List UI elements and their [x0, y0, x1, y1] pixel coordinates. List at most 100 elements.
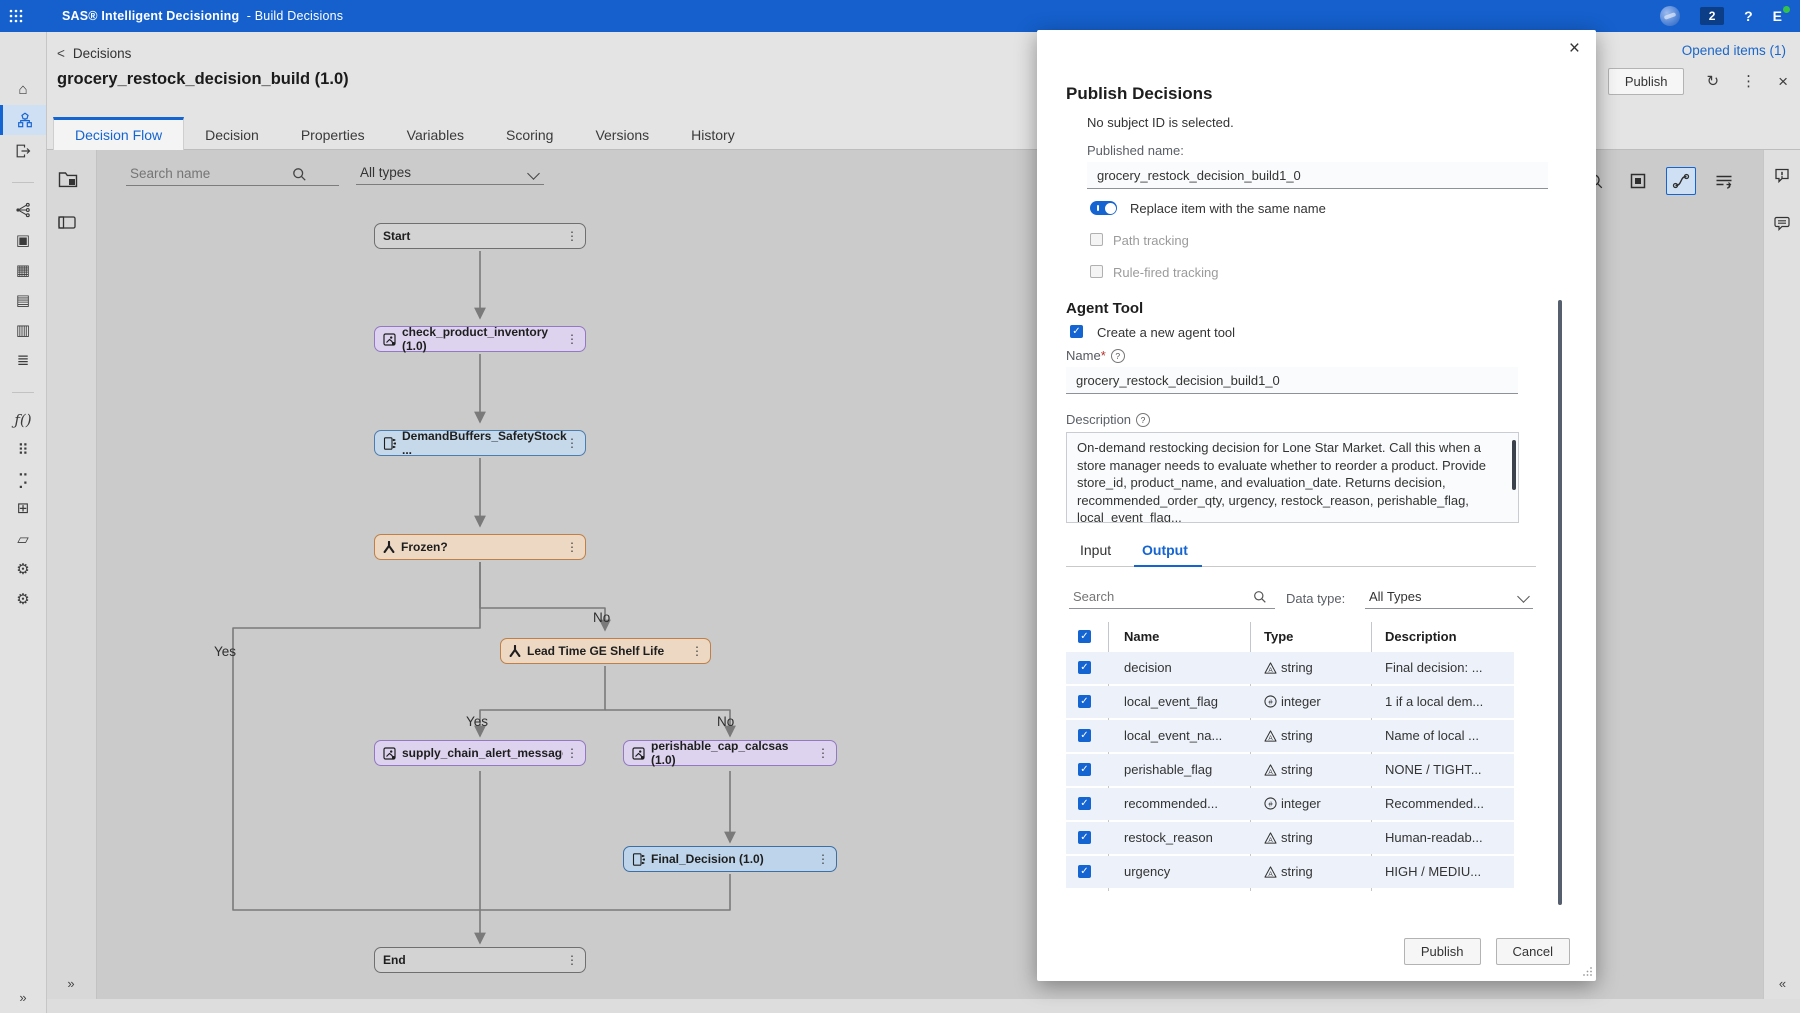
table-row[interactable]: ✓ recommended... # integer Recommended...: [1066, 788, 1514, 820]
path-tracking-checkbox[interactable]: [1090, 233, 1103, 246]
sidebar-item-data-tables[interactable]: ▦: [0, 255, 46, 285]
collapse-panel-chevrons[interactable]: »: [67, 976, 75, 991]
tab-input[interactable]: Input: [1080, 542, 1112, 558]
sidebar-item-lineage[interactable]: [0, 195, 46, 225]
sidebar-item-build-decisions[interactable]: [0, 105, 46, 135]
tab-versions[interactable]: Versions: [595, 127, 650, 143]
sidebar-item-export[interactable]: [0, 136, 46, 166]
flow-node-lead-time-branch[interactable]: Lead Time GE Shelf Life ⋮: [500, 638, 711, 664]
flow-node-final-decision[interactable]: Final_Decision (1.0) ⋮: [623, 846, 837, 872]
tab-properties[interactable]: Properties: [300, 127, 365, 143]
row-checkbox[interactable]: ✓: [1078, 729, 1091, 742]
description-textarea[interactable]: On-demand restocking decision for Lone S…: [1066, 432, 1519, 523]
row-checkbox[interactable]: ✓: [1078, 695, 1091, 708]
tab-scoring[interactable]: Scoring: [505, 127, 554, 143]
sas-logo-icon[interactable]: [1660, 6, 1681, 26]
flow-node-start[interactable]: Start ⋮: [374, 223, 586, 249]
node-menu-icon[interactable]: ⋮: [817, 746, 829, 760]
resize-handle[interactable]: [1583, 967, 1592, 978]
sidebar-item-functions[interactable]: ƒ(): [0, 405, 46, 435]
cancel-button[interactable]: Cancel: [1495, 938, 1570, 965]
select-all-checkbox[interactable]: ✓: [1078, 630, 1091, 643]
dialog-close-icon[interactable]: ×: [1568, 38, 1580, 59]
run-list-icon[interactable]: [1709, 167, 1739, 195]
flow-view-icon[interactable]: [1666, 167, 1696, 195]
flow-node-check-product-inventory[interactable]: check_product_inventory (1.0) ⋮: [374, 325, 586, 353]
panel-toggle-icon[interactable]: [58, 216, 76, 229]
sidebar-item-lookup-tables[interactable]: ≣: [0, 345, 46, 375]
sidebar-item-home[interactable]: ⌂: [0, 74, 46, 104]
replace-item-toggle[interactable]: [1090, 201, 1117, 215]
column-header-description[interactable]: Description: [1385, 629, 1457, 644]
flow-node-frozen-branch[interactable]: Frozen? ⋮: [374, 534, 586, 560]
type-filter-select[interactable]: All types: [356, 161, 544, 185]
sidebar-item-table-settings[interactable]: ⊞: [0, 493, 46, 523]
sidebar-item-variables[interactable]: ⠿: [0, 435, 46, 465]
row-checkbox[interactable]: ✓: [1078, 797, 1091, 810]
node-menu-icon[interactable]: ⋮: [691, 644, 703, 658]
user-avatar[interactable]: E: [1773, 5, 1791, 24]
column-header-type[interactable]: Type: [1264, 629, 1294, 644]
help-icon[interactable]: ?: [1744, 8, 1753, 24]
tab-variables[interactable]: Variables: [406, 127, 464, 143]
sidebar-item-code-settings[interactable]: ⚙: [0, 554, 46, 584]
sidebar-item-treatments[interactable]: ▥: [0, 315, 46, 345]
sidebar-item-rule-sets[interactable]: ▤: [0, 285, 46, 315]
opened-items-link[interactable]: Opened items (1): [1681, 43, 1786, 58]
published-name-input[interactable]: [1087, 162, 1548, 189]
collapse-right-panel-chevrons[interactable]: «: [1778, 976, 1787, 991]
node-menu-icon[interactable]: ⋮: [566, 229, 578, 243]
flow-node-supply-chain-alert[interactable]: supply_chain_alert_message (... ⋮: [374, 740, 586, 766]
node-menu-icon[interactable]: ⋮: [566, 746, 578, 760]
node-menu-icon[interactable]: ⋮: [566, 540, 578, 554]
node-menu-icon[interactable]: ⋮: [817, 852, 829, 866]
breadcrumb[interactable]: < Decisions: [57, 46, 131, 61]
column-header-name[interactable]: Name: [1124, 629, 1160, 644]
publish-confirm-button[interactable]: Publish: [1403, 938, 1481, 965]
row-checkbox[interactable]: ✓: [1078, 865, 1091, 878]
agent-tool-name-input[interactable]: [1066, 367, 1518, 394]
search-name-input[interactable]: [126, 162, 339, 186]
alerts-panel-icon[interactable]: [1774, 168, 1790, 184]
close-item-icon[interactable]: ×: [1778, 72, 1788, 91]
name-help-icon[interactable]: ?: [1110, 349, 1125, 363]
flow-node-perishable-cap[interactable]: perishable_cap_calcsas (1.0) ⋮: [623, 739, 837, 767]
publish-header-button[interactable]: Publish: [1607, 68, 1685, 95]
sidebar-item-models[interactable]: ▣: [0, 225, 46, 255]
create-agent-tool-checkbox[interactable]: ✓: [1070, 325, 1083, 338]
data-type-select[interactable]: All Types: [1365, 585, 1533, 609]
tab-decision[interactable]: Decision: [205, 127, 259, 143]
flow-node-demandbuffers[interactable]: DemandBuffers_SafetyStock ... ⋮: [374, 429, 586, 457]
more-options-icon[interactable]: ⋮: [1741, 73, 1757, 90]
row-checkbox[interactable]: ✓: [1078, 763, 1091, 776]
app-switcher-icon[interactable]: [0, 0, 32, 32]
flow-node-end[interactable]: End ⋮: [374, 947, 586, 973]
output-search-input[interactable]: [1069, 585, 1275, 609]
tab-output[interactable]: Output: [1142, 542, 1188, 558]
resources-folder-icon[interactable]: [58, 170, 78, 188]
sidebar-item-settings[interactable]: ⚙: [0, 584, 46, 614]
sidebar-item-entities[interactable]: ⡩: [0, 465, 46, 495]
row-checkbox[interactable]: ✓: [1078, 661, 1091, 674]
description-scrollbar[interactable]: [1512, 440, 1516, 490]
rule-fired-tracking-checkbox[interactable]: [1090, 265, 1103, 278]
comments-panel-icon[interactable]: [1774, 216, 1790, 231]
description-help-icon[interactable]: ?: [1136, 413, 1151, 427]
notifications-badge[interactable]: 2: [1700, 7, 1725, 25]
expand-rail-chevrons[interactable]: »: [19, 990, 27, 1005]
sidebar-item-tags[interactable]: ▱: [0, 524, 46, 554]
tab-history[interactable]: History: [691, 127, 735, 143]
node-menu-icon[interactable]: ⋮: [566, 436, 578, 450]
refresh-icon[interactable]: ↻: [1706, 73, 1720, 90]
dialog-scrollbar[interactable]: [1558, 300, 1562, 905]
node-menu-icon[interactable]: ⋮: [566, 953, 578, 967]
row-checkbox[interactable]: ✓: [1078, 831, 1091, 844]
node-menu-icon[interactable]: ⋮: [566, 332, 578, 346]
fit-view-icon[interactable]: [1623, 167, 1653, 195]
table-row[interactable]: ✓ local_event_flag # integer 1 if a local…: [1066, 686, 1514, 718]
